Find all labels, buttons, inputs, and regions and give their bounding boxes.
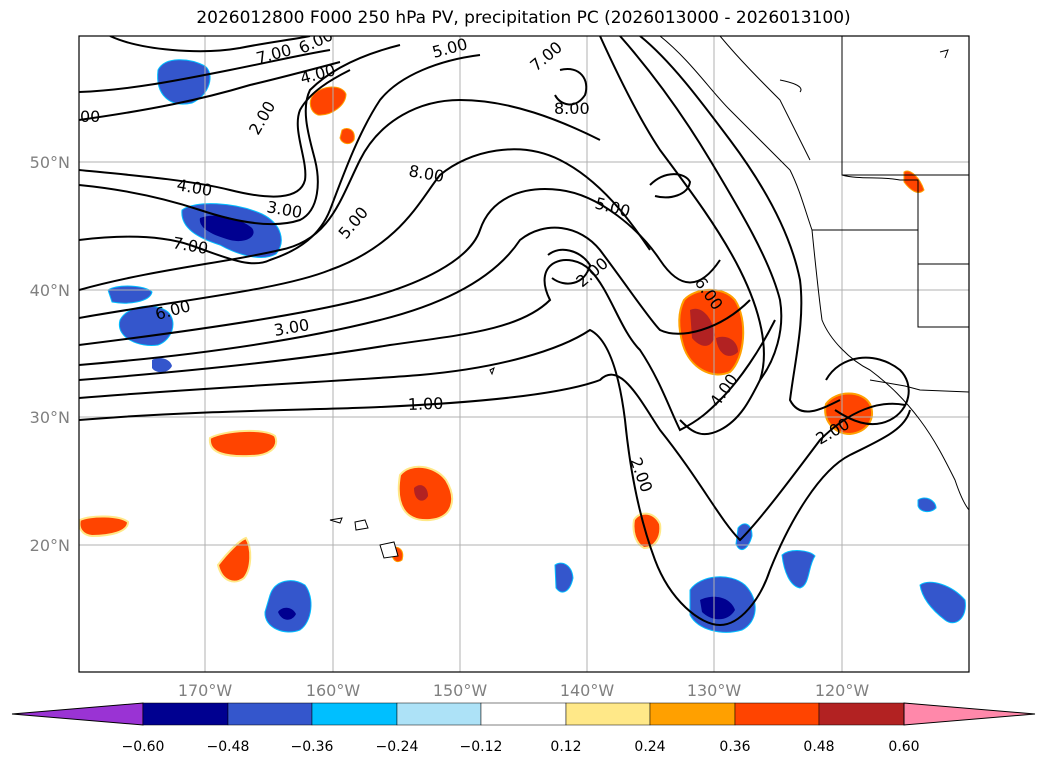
colorbar-extend-low	[11, 702, 144, 726]
coastlines	[659, 36, 969, 511]
map-gridlines	[79, 36, 969, 672]
svg-text:0.60: 0.60	[888, 739, 919, 755]
precip-blob-neg-trough-core	[700, 596, 735, 620]
map-frame	[78, 35, 970, 673]
svg-text:−0.12: −0.12	[460, 739, 503, 755]
colorbar-extend-high	[903, 702, 1036, 726]
colorbar-bin	[734, 702, 820, 726]
colorbar-bin	[227, 702, 313, 726]
svg-text:20°N: 20°N	[30, 536, 70, 555]
precip-blob-pos-hawaii-ne	[632, 512, 662, 550]
precip-blob-pos-sw	[216, 536, 252, 583]
colorbar-bin	[565, 702, 651, 726]
precip-blob-pos-central-core	[414, 485, 428, 501]
islands	[329, 367, 495, 559]
svg-text:0.48: 0.48	[803, 739, 834, 755]
svg-text:−0.60: −0.60	[122, 739, 165, 755]
svg-text:140°W: 140°W	[560, 681, 615, 700]
colorbar-bin	[311, 702, 398, 726]
colorbar: −0.60 −0.48 −0.36 −0.24 −0.12 0.12 0.24 …	[11, 702, 1036, 755]
precip-blob-neg-north	[157, 59, 211, 105]
svg-text:120°W: 120°W	[815, 681, 870, 700]
colorbar-bin	[396, 702, 482, 726]
precip-blob-neg-e3	[554, 562, 574, 593]
svg-text:00: 00	[80, 107, 100, 126]
colorbar-ticks: −0.60 −0.48 −0.36 −0.24 −0.12 0.12 0.24 …	[122, 739, 920, 755]
precip-blob-pos-california-core	[690, 308, 715, 346]
svg-text:170°W: 170°W	[178, 681, 233, 700]
svg-text:−0.36: −0.36	[291, 739, 334, 755]
svg-text:1.00: 1.00	[407, 394, 443, 414]
svg-text:130°W: 130°W	[687, 681, 742, 700]
lon-axis-labels: 170°W 160°W 150°W 140°W 130°W 120°W	[178, 681, 870, 700]
colorbar-bin	[142, 702, 229, 726]
svg-text:160°W: 160°W	[306, 681, 361, 700]
svg-text:0.36: 0.36	[719, 739, 750, 755]
precip-blob-pos-small	[339, 127, 355, 145]
precip-blob-neg-e5	[917, 497, 937, 513]
precip-blob-pos-aleutian	[309, 86, 347, 116]
svg-text:50°N: 50°N	[30, 153, 70, 172]
svg-text:150°W: 150°W	[433, 681, 488, 700]
svg-text:30°N: 30°N	[30, 408, 70, 427]
precip-blob-neg-south-core	[278, 607, 296, 620]
precip-blob-neg-e2	[781, 550, 816, 589]
colorbar-bin	[480, 702, 567, 726]
precip-blob-neg-west3	[152, 358, 172, 373]
svg-text:−0.48: −0.48	[207, 739, 250, 755]
map-title: 2026012800 F000 250 hPa PV, precipitatio…	[196, 8, 851, 28]
precip-blob-pos-california-core2	[716, 336, 738, 356]
svg-text:−0.24: −0.24	[376, 739, 419, 755]
precip-blob-pos-ne	[903, 170, 925, 193]
svg-text:8.00: 8.00	[554, 99, 590, 118]
precip-blob-neg-e4	[919, 581, 966, 624]
precip-blob-neg-south	[264, 580, 312, 633]
svg-text:0.24: 0.24	[634, 739, 665, 755]
precip-blob-neg-aleutian-core	[199, 215, 254, 242]
colorbar-bin	[818, 702, 905, 726]
pv-contours	[79, 36, 911, 627]
precip-blob-pos-far-west	[79, 515, 130, 538]
precip-blob-pos-subtropic	[208, 429, 278, 458]
svg-text:40°N: 40°N	[30, 281, 70, 300]
map-background	[79, 36, 969, 672]
svg-text:0.12: 0.12	[550, 739, 581, 755]
lat-axis-labels: 50°N 40°N 30°N 20°N	[30, 153, 70, 555]
colorbar-bin	[649, 702, 736, 726]
